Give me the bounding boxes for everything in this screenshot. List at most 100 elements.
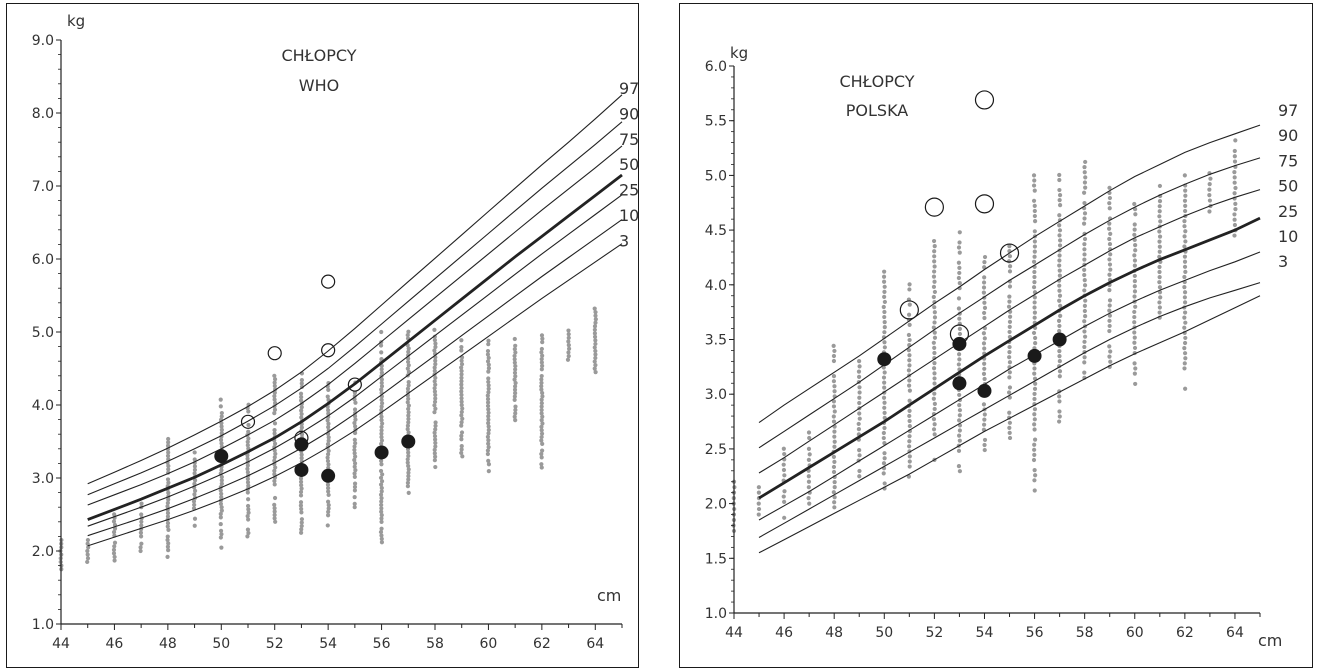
gray-point <box>299 456 304 461</box>
gray-point <box>1031 285 1037 290</box>
gray-point <box>353 424 358 429</box>
y-tick-label: 3.5 <box>705 333 727 349</box>
gray-point <box>1132 201 1137 207</box>
gray-point <box>1007 284 1013 289</box>
gray-point <box>566 339 571 344</box>
gray-point <box>932 310 937 315</box>
gray-point <box>881 304 886 310</box>
gray-point <box>1032 427 1037 432</box>
gray-point <box>1007 243 1012 249</box>
gray-point <box>406 349 411 354</box>
y-axis-label: kg <box>730 44 748 62</box>
gray-point <box>539 434 544 440</box>
gray-point <box>931 294 936 300</box>
gray-point <box>353 400 358 405</box>
gray-point <box>1183 356 1188 361</box>
gray-point <box>485 400 491 405</box>
gray-point <box>219 441 224 446</box>
gray-point <box>486 458 491 463</box>
gray-point <box>486 441 491 446</box>
gray-point <box>1232 175 1237 180</box>
gray-point <box>379 536 384 541</box>
gray-point <box>882 405 887 410</box>
gray-point <box>956 296 962 301</box>
y-tick-label: 1.0 <box>32 617 54 633</box>
gray-point <box>782 499 787 504</box>
gray-point <box>85 537 91 543</box>
gray-point <box>245 443 250 448</box>
gray-point <box>957 331 963 337</box>
y-tick-label: 3.0 <box>705 387 727 403</box>
gray-point <box>1032 391 1037 397</box>
gray-point <box>325 513 331 518</box>
gray-point <box>907 398 912 403</box>
gray-point <box>352 407 358 412</box>
gray-point <box>459 368 464 374</box>
gray-point <box>406 416 411 422</box>
gray-point <box>512 394 517 399</box>
gray-point <box>1083 159 1088 165</box>
percentile-label-50: 50 <box>619 155 639 174</box>
gray-point <box>566 343 571 348</box>
gray-point <box>882 481 887 486</box>
gray-point <box>1032 269 1037 275</box>
gray-point <box>1182 234 1187 239</box>
filled-point <box>1052 332 1067 347</box>
gray-point <box>406 396 411 401</box>
gray-point <box>459 430 465 435</box>
gray-point <box>1057 198 1062 203</box>
y-tick-label: 1.0 <box>705 606 727 622</box>
gray-point <box>1007 324 1012 329</box>
x-tick-label: 64 <box>1226 625 1244 641</box>
gray-point <box>85 552 90 557</box>
gray-point <box>1157 214 1162 219</box>
gray-point <box>1157 209 1162 214</box>
gray-point <box>486 414 491 419</box>
gray-point <box>1058 303 1063 308</box>
percentile-line-50 <box>758 216 1261 500</box>
gray-point <box>245 466 250 471</box>
gray-point <box>433 344 438 350</box>
gray-point <box>326 499 331 504</box>
gray-point <box>932 320 937 325</box>
gray-point <box>353 454 358 459</box>
gray-point <box>540 336 545 341</box>
gray-point <box>486 407 491 412</box>
gray-point <box>325 458 331 464</box>
gray-point <box>352 447 357 453</box>
x-axis-label: cm <box>1258 631 1282 650</box>
gray-point <box>299 520 304 525</box>
gray-point <box>245 463 250 468</box>
gray-point <box>932 269 937 274</box>
gray-point <box>856 374 862 379</box>
gray-point <box>593 310 598 315</box>
gray-point <box>931 427 937 432</box>
child-points-group <box>877 90 1067 398</box>
gray-point <box>485 434 491 439</box>
percentile-label-97: 97 <box>619 79 639 98</box>
percentile-line-25 <box>87 194 623 527</box>
gray-point <box>432 430 437 435</box>
gray-point <box>1182 264 1188 269</box>
gray-point <box>831 469 837 475</box>
gray-point <box>139 523 144 528</box>
gray-point <box>1082 283 1088 288</box>
gray-point <box>245 534 250 539</box>
gray-point <box>882 370 887 375</box>
gray-point <box>379 438 385 443</box>
gray-point <box>460 406 465 411</box>
gray-point <box>165 514 171 519</box>
gray-point <box>326 387 331 392</box>
gray-point <box>1182 366 1187 371</box>
gray-point <box>1132 227 1137 232</box>
gray-point <box>832 429 837 434</box>
gray-point <box>432 410 437 415</box>
gray-point <box>931 396 936 401</box>
gray-point <box>486 390 491 395</box>
gray-point <box>1082 278 1087 283</box>
gray-point <box>782 473 787 478</box>
gray-point <box>299 405 304 410</box>
gray-point <box>432 334 437 339</box>
gray-point <box>932 330 937 335</box>
gray-point <box>85 541 90 546</box>
